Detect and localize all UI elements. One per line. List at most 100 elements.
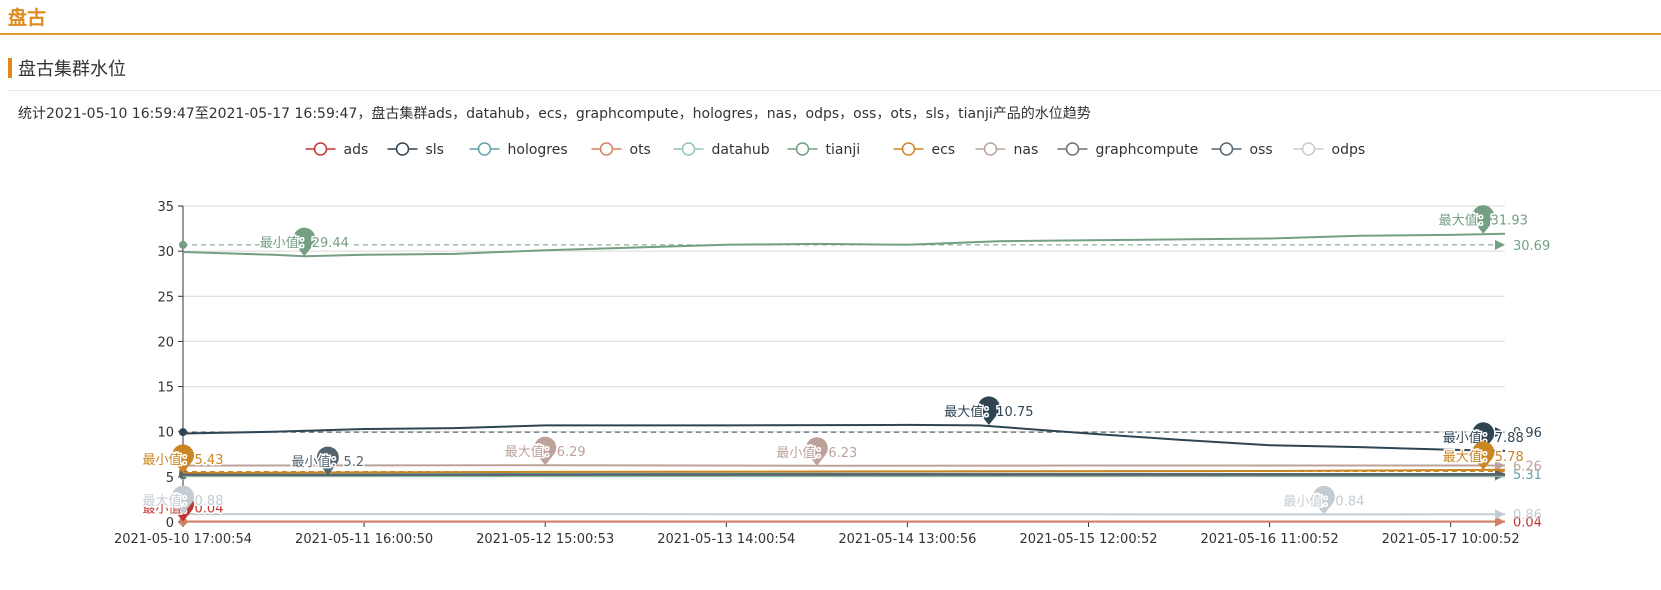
legend-symbol bbox=[477, 142, 492, 156]
legend-item-ots[interactable]: ots bbox=[591, 142, 651, 158]
series-line-tianji[interactable] bbox=[182, 232, 1506, 258]
legend-item-odps[interactable]: odps bbox=[1293, 142, 1366, 158]
legend-label: odps bbox=[1332, 142, 1366, 158]
legend-item-oss[interactable]: oss bbox=[1211, 142, 1273, 158]
marker-pin bbox=[1472, 441, 1495, 470]
water-level-chart: ads sls hologres ots datahub tianji ecs nas grap… bbox=[114, 142, 1550, 547]
legend-item-ads[interactable]: ads bbox=[305, 142, 369, 158]
x-tick-label: 2021-05-13 14:00:54 bbox=[657, 532, 795, 547]
legend-item-graphcompute[interactable]: graphcompute bbox=[1057, 142, 1199, 158]
min-marker-tianji[interactable]: 最小值：29.44 bbox=[258, 227, 350, 257]
chart-legend: ads sls hologres ots datahub tianji ecs nas grap… bbox=[305, 142, 1366, 158]
legend-label: datahub bbox=[712, 142, 770, 158]
marker-label: 最小值：29.44 bbox=[260, 235, 349, 251]
avg-label-sls: 9.96 bbox=[1513, 426, 1542, 441]
legend-label: ecs bbox=[932, 142, 956, 158]
legend-label: ots bbox=[630, 142, 651, 158]
marker-pin bbox=[977, 396, 1000, 425]
section-description: 统计2021-05-10 16:59:47至2021-05-17 16:59:4… bbox=[18, 106, 1091, 122]
legend-symbol bbox=[313, 142, 328, 156]
min-marker-ecs[interactable]: 最小值：5.43 bbox=[141, 444, 225, 473]
marker-pin bbox=[1472, 205, 1495, 234]
max-marker-ecs[interactable]: 最大值：5.78 bbox=[1441, 441, 1525, 470]
marker-pin bbox=[293, 227, 316, 257]
legend-symbol bbox=[599, 142, 614, 156]
marker-pin bbox=[316, 446, 339, 476]
marker-pin bbox=[172, 485, 194, 515]
series-line-ecs[interactable] bbox=[182, 468, 1506, 474]
legend-item-nas[interactable]: nas bbox=[975, 142, 1039, 158]
min-marker-oss[interactable]: 最小值：5.2 bbox=[290, 446, 366, 476]
x-tick-label: 2021-05-11 16:00:50 bbox=[295, 532, 433, 547]
marker-pin bbox=[172, 444, 194, 473]
x-tick-label: 2021-05-14 13:00:56 bbox=[838, 532, 976, 547]
max-marker-odps[interactable]: 最大值：0.88 bbox=[141, 485, 225, 515]
x-tick-label: 2021-05-12 15:00:53 bbox=[476, 532, 614, 547]
marker-label: 最小值：7.88 bbox=[1443, 430, 1524, 446]
y-tick-label: 20 bbox=[157, 335, 174, 350]
marker-label: 最大值：10.75 bbox=[944, 404, 1033, 420]
y-tick-label: 0 bbox=[166, 516, 174, 531]
x-tick-label: 2021-05-10 17:00:54 bbox=[114, 532, 252, 547]
legend-label: graphcompute bbox=[1096, 142, 1199, 158]
avg-label-tianji: 30.69 bbox=[1513, 239, 1550, 254]
legend-symbol bbox=[901, 142, 916, 156]
marker-label: 最小值：5.2 bbox=[292, 454, 365, 470]
x-tick-label: 2021-05-16 11:00:52 bbox=[1201, 532, 1339, 547]
legend-item-sls[interactable]: sls bbox=[387, 142, 444, 158]
min-marker-odps[interactable]: 最小值：0.84 bbox=[1282, 485, 1366, 515]
section-divider bbox=[8, 90, 1661, 91]
avg-label-ads: 0.04 bbox=[1513, 516, 1542, 531]
x-tick-label: 2021-05-15 12:00:52 bbox=[1019, 532, 1157, 547]
legend-item-tianji[interactable]: tianji bbox=[787, 142, 861, 158]
legend-label: oss bbox=[1250, 142, 1273, 158]
marker-pin bbox=[534, 436, 557, 466]
max-marker-nas[interactable]: 最大值：6.29 bbox=[503, 436, 587, 466]
series-line-sls[interactable] bbox=[182, 423, 1506, 452]
marker-pin bbox=[805, 437, 828, 466]
top-bar: 盘古 bbox=[0, 0, 1661, 35]
min-marker-sls[interactable]: 最小值：7.88 bbox=[1441, 422, 1525, 451]
section-header: 盘古集群水位 bbox=[8, 57, 126, 80]
section-accent-bar bbox=[8, 58, 12, 78]
section-title: 盘古集群水位 bbox=[18, 59, 126, 80]
marker-label: 最大值：31.93 bbox=[1439, 213, 1528, 229]
min-marker-nas[interactable]: 最小值：6.23 bbox=[775, 437, 859, 466]
marker-pin bbox=[1312, 485, 1335, 515]
legend-item-ecs[interactable]: ecs bbox=[893, 142, 956, 158]
legend-symbol bbox=[1065, 142, 1080, 156]
legend-item-hologres[interactable]: hologres bbox=[469, 142, 568, 158]
y-tick-label: 35 bbox=[157, 200, 174, 215]
brand-title: 盘古 bbox=[8, 7, 47, 29]
series-line-oss[interactable] bbox=[182, 473, 1505, 477]
marker-label: 最小值：0.84 bbox=[1283, 493, 1364, 509]
legend-label: ads bbox=[344, 142, 369, 158]
marker-label: 最小值：6.23 bbox=[776, 445, 857, 461]
legend-symbol bbox=[795, 142, 810, 156]
legend-symbol bbox=[681, 142, 696, 156]
extreme-markers: 最小值：0.04最大值：10.75最小值：7.88最大值：31.93最小值：29… bbox=[141, 205, 1529, 522]
avg-arrow-tianji bbox=[1495, 239, 1505, 250]
legend-label: tianji bbox=[826, 142, 861, 158]
series-line-nas[interactable] bbox=[182, 464, 1505, 467]
avg-label-nas: 6.26 bbox=[1513, 459, 1542, 474]
y-tick-label: 30 bbox=[157, 245, 174, 260]
legend-symbol bbox=[395, 142, 410, 156]
y-tick-label: 25 bbox=[157, 290, 174, 305]
avg-label-hologres: 5.31 bbox=[1513, 468, 1542, 483]
average-lines: 0.04 9.96 5.31 30.69 6.26 0.86 bbox=[179, 239, 1550, 531]
y-tick-label: 5 bbox=[166, 471, 174, 486]
avg-label-odps: 0.86 bbox=[1513, 508, 1542, 523]
legend-label: sls bbox=[426, 142, 444, 158]
max-marker-tianji[interactable]: 最大值：31.93 bbox=[1437, 205, 1529, 234]
legend-item-datahub[interactable]: datahub bbox=[673, 142, 770, 158]
y-tick-label: 10 bbox=[157, 426, 174, 441]
marker-label: 最大值：6.29 bbox=[505, 444, 586, 460]
marker-label: 最大值：0.88 bbox=[143, 493, 224, 509]
legend-label: hologres bbox=[508, 142, 568, 158]
series-lines bbox=[182, 232, 1506, 523]
max-marker-sls[interactable]: 最大值：10.75 bbox=[943, 396, 1035, 425]
y-tick-label: 15 bbox=[157, 381, 174, 396]
legend-symbol bbox=[983, 142, 998, 156]
legend-label: nas bbox=[1014, 142, 1039, 158]
